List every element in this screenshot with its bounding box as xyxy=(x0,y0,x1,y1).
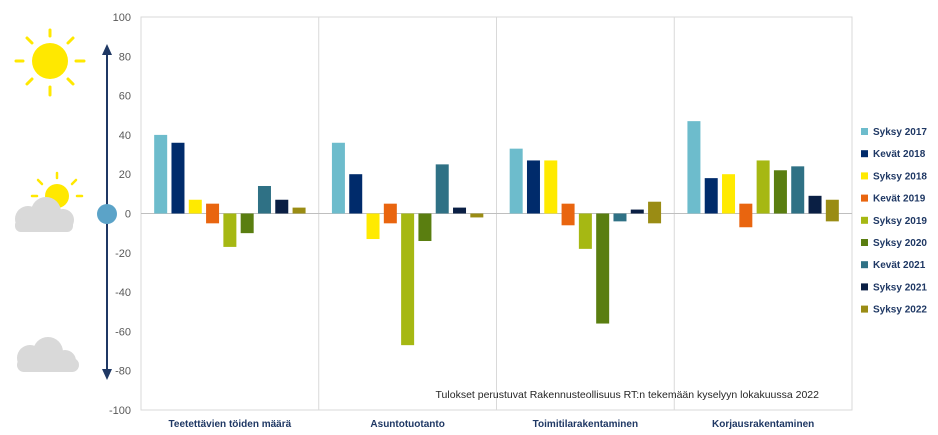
legend-swatch xyxy=(861,128,868,135)
y-tick-label: 20 xyxy=(119,169,131,181)
y-tick-label: -80 xyxy=(115,366,131,378)
y-tick-label: 100 xyxy=(113,12,131,24)
y-axis-ticks: 100 80 60 40 20 0 -20 -40 -60 -80 -100 xyxy=(109,12,131,417)
bar xyxy=(188,199,202,214)
bar xyxy=(704,178,718,214)
legend-swatch xyxy=(861,216,868,224)
sun-behind-cloud-icon xyxy=(15,171,84,232)
bar xyxy=(435,164,449,214)
legend-label: Syksy 2021 xyxy=(873,282,927,293)
y-tick-label: -100 xyxy=(109,405,131,417)
bar xyxy=(791,166,805,214)
bar xyxy=(509,148,523,214)
legend-swatch xyxy=(861,194,868,202)
bar xyxy=(825,199,839,214)
bar xyxy=(206,203,220,214)
bar xyxy=(578,213,592,249)
bar xyxy=(401,213,415,346)
bar xyxy=(349,174,363,214)
y-tick-label: 40 xyxy=(119,130,131,142)
bar xyxy=(561,203,575,214)
bar xyxy=(223,213,237,247)
y-tick-label: 80 xyxy=(119,51,131,63)
bar xyxy=(275,199,289,214)
bar xyxy=(470,213,484,218)
bar xyxy=(648,213,662,224)
legend-label: Syksy 2017 xyxy=(873,127,927,138)
bar xyxy=(331,142,345,214)
bar xyxy=(739,213,753,228)
category-label: Korjausrakentaminen xyxy=(712,419,814,430)
legend-label: Kevät 2021 xyxy=(873,260,926,271)
legend-swatch xyxy=(861,261,868,269)
bar xyxy=(561,213,575,226)
legend: Syksy 2017 Kevät 2018 Syksy 2018 Kevät 2019… xyxy=(861,127,927,316)
y-tick-label: -60 xyxy=(115,326,131,338)
legend-label: Syksy 2020 xyxy=(873,238,927,249)
bar xyxy=(418,213,432,242)
category-label: Teetettävien töiden määrä xyxy=(169,419,292,430)
cloud-icon xyxy=(17,337,79,372)
legend-swatch xyxy=(861,283,868,291)
bar xyxy=(240,213,254,234)
bar xyxy=(544,160,558,214)
y-tick-label: 0 xyxy=(125,209,131,221)
bar xyxy=(808,195,822,214)
legend-label: Syksy 2019 xyxy=(873,216,927,227)
legend-swatch xyxy=(861,305,868,313)
bar xyxy=(154,134,168,214)
bar xyxy=(453,207,467,214)
bar xyxy=(687,121,701,214)
bar xyxy=(722,174,736,214)
bar xyxy=(630,209,644,214)
zero-circle-marker xyxy=(97,204,117,224)
bar xyxy=(526,160,540,214)
legend-label: Syksy 2018 xyxy=(873,171,927,182)
y-tick-label: 60 xyxy=(119,91,131,103)
bar xyxy=(366,213,380,240)
bar xyxy=(292,207,306,214)
category-label: Toimitilarakentaminen xyxy=(533,419,638,430)
bar xyxy=(257,185,271,214)
legend-label: Kevät 2018 xyxy=(873,149,926,160)
bar xyxy=(383,213,397,224)
legend-label: Syksy 2022 xyxy=(873,305,927,316)
bar xyxy=(171,142,185,214)
category-label: Asuntotuotanto xyxy=(370,419,444,430)
bar xyxy=(648,201,662,214)
legend-swatch xyxy=(861,150,868,158)
bar xyxy=(773,170,787,214)
y-tick-label: -40 xyxy=(115,287,131,299)
bar xyxy=(596,213,610,324)
bar xyxy=(739,203,753,214)
annotation-note: Tulokset perustuvat Rakennusteollisuus R… xyxy=(436,389,820,401)
sun-icon xyxy=(14,28,86,97)
bar xyxy=(756,160,770,214)
y-tick-label: -20 xyxy=(115,248,131,260)
bar xyxy=(825,213,839,222)
legend-swatch xyxy=(861,239,868,246)
legend-label: Kevät 2019 xyxy=(873,194,926,205)
bar xyxy=(206,213,220,224)
bar xyxy=(383,203,397,214)
category-labels: Teetettävien töiden määrä Asuntotuotanto T… xyxy=(169,419,815,430)
bar xyxy=(613,213,627,222)
legend-swatch xyxy=(861,172,868,180)
bars xyxy=(154,121,839,346)
